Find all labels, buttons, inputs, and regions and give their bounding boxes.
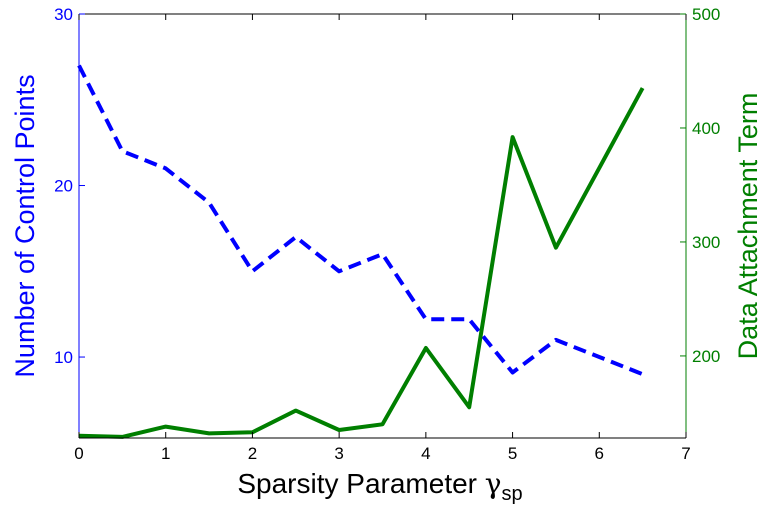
y-left-tick-label: 10	[54, 348, 73, 367]
series-line-control-points	[77, 64, 644, 377]
y-right-tick-label: 500	[692, 5, 720, 24]
x-tick-label: 2	[248, 444, 257, 463]
y-axis-right-label: Data Attachment Term	[733, 93, 763, 360]
y-left-tick-label: 30	[54, 5, 73, 24]
x-axis-label: Sparsity Parameter γsp	[237, 467, 522, 505]
y-right-tick-label: 300	[692, 233, 720, 252]
x-tick-label: 5	[508, 444, 517, 463]
series-line-data-attachment	[78, 87, 645, 439]
y-right-tick-label: 200	[692, 347, 720, 366]
y-axis-left-label: Number of Control Points	[10, 74, 40, 377]
axes-layer	[78, 13, 687, 439]
x-tick-label: 6	[595, 444, 604, 463]
x-axis-label-text: Sparsity Parameter	[237, 468, 484, 499]
y-right-tick-label: 400	[692, 119, 720, 138]
x-tick-label: 7	[681, 444, 690, 463]
x-tick-label: 3	[334, 444, 343, 463]
x-tick-label: 4	[421, 444, 430, 463]
plot-area	[79, 14, 686, 438]
x-tick-label: 1	[161, 444, 170, 463]
ticks-layer: 0 1 2 3 4 5 6 7 10 20 30 200 300 400 500	[54, 5, 720, 463]
series-layer	[77, 64, 645, 439]
x-axis-label-symbol: γ	[485, 467, 502, 500]
x-tick-label: 0	[74, 444, 83, 463]
x-axis-label-subscript: sp	[502, 483, 523, 505]
y-left-tick-label: 20	[54, 177, 73, 196]
